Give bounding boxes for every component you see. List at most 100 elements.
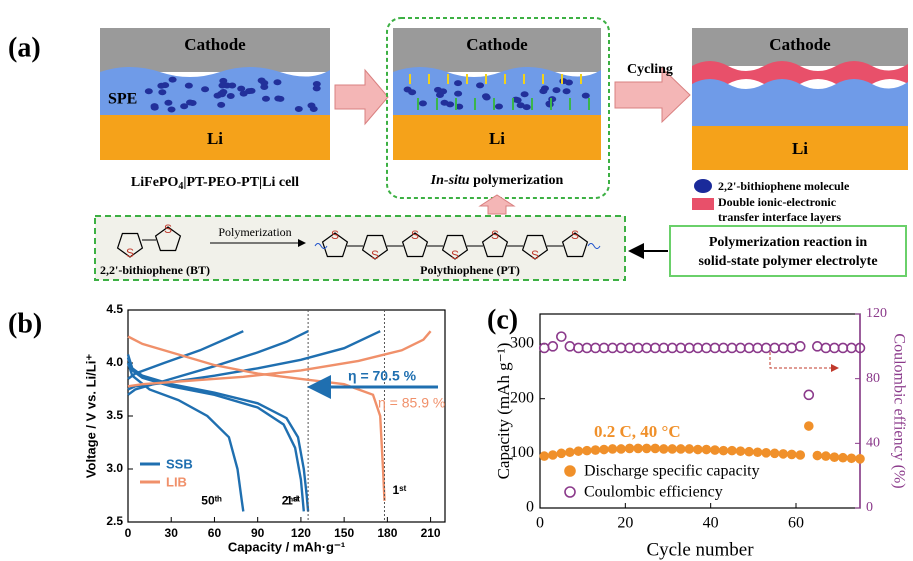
atom-label: S [164,222,172,236]
atom-label: S [491,228,499,242]
thiophene-ring [361,234,389,260]
legend-label: SSB [166,456,193,471]
y-tick-label: 3.0 [106,461,123,475]
thiophene-ring [116,232,144,258]
thiophene-ring [154,226,182,252]
molecule [219,89,228,96]
molecule [223,82,232,89]
data-point [632,342,644,354]
curve [126,362,245,512]
anode [100,115,330,160]
polymer-label: Polythiophene (PT) [420,263,520,277]
molecule [261,95,270,102]
molecule [186,99,195,106]
spe [692,79,908,126]
y2-tick-label: 80 [866,371,880,386]
data-point [624,443,635,454]
legend-marker [564,465,576,477]
cathode-label: Cathode [466,35,528,54]
data-point [582,445,592,456]
molecule [150,104,159,111]
data-point [649,342,661,354]
data-point [829,342,840,354]
arrow-label: Polymerization [218,225,291,239]
molecule [164,99,173,106]
molecule [418,100,427,107]
molecule [260,83,269,90]
data-point [701,444,712,455]
data-point [667,444,678,454]
molecule [294,105,303,112]
x-tick-label: 0 [536,515,544,532]
molecule [201,86,210,93]
molecule [312,81,321,88]
legend-text: transfer interface layers [718,210,841,224]
thiophene-ring [521,234,549,260]
thiophene-ring [561,232,589,258]
molecule [239,90,248,97]
cathode-label: Cathode [184,35,246,54]
legend-text: 2,2'-bithiophene molecule [718,179,850,193]
y-tick-label: 0 [526,499,534,516]
data-point [564,341,576,352]
data-point [803,389,815,401]
data-point [752,342,763,354]
x-tick-label: 20 [617,515,633,532]
y-tick-label: 300 [510,335,534,352]
y-tick-label: 2.5 [106,514,123,528]
molecule [513,97,522,104]
data-point [624,342,635,354]
molecule [307,102,316,109]
caption-part: LiFePO [131,175,179,190]
curve [127,330,244,380]
molecule [545,101,554,108]
thiophene-ring [321,232,349,258]
molecule [454,80,463,87]
data-point [573,446,584,456]
legend-text: Double ionic-electronic [718,195,837,209]
legend-label: Discharge specific capacity [584,463,760,480]
data-point [709,342,721,354]
data-point [744,446,754,457]
data-point [855,454,865,464]
data-point [650,443,661,454]
y2-tick-label: 40 [866,436,880,451]
data-point [718,445,729,456]
data-point [538,342,550,354]
x-tick-label: 150 [334,526,354,540]
cell-caption: LiFePO4|PT-PEO-PT|Li cell [131,175,299,192]
data-point [718,342,729,354]
molecule [273,79,282,86]
data-point [854,342,866,354]
data-point [565,447,575,458]
molecule [167,106,176,113]
data-point [539,451,550,461]
data-point [684,444,695,454]
data-point [692,342,704,354]
data-point [607,444,618,454]
annotation-arrow [769,352,839,372]
molecule [180,103,189,110]
anode [692,126,908,170]
data-point [658,342,670,354]
data-point [786,449,797,460]
data-point [761,448,771,458]
data-point [735,342,746,354]
molecule [158,89,167,96]
molecule [455,103,464,110]
data-point [829,452,840,462]
annotation: η = 85.9 % [378,395,445,411]
data-point [710,445,720,455]
data-point [727,445,737,456]
spe-label: SPE [108,91,137,108]
x-tick-label: 0 [125,526,132,540]
y-tick-label: 4.0 [106,355,123,369]
chain-end [314,243,328,249]
molecule [312,85,321,92]
cycle-label: 2ⁿᵈ [282,494,298,508]
atom-label: S [371,248,379,262]
molecule [581,92,590,99]
molecule [184,82,193,89]
arrow [334,68,389,126]
